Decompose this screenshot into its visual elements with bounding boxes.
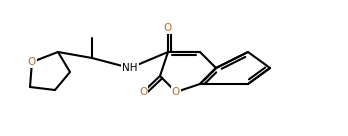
Text: O: O	[172, 87, 180, 97]
Text: O: O	[164, 23, 172, 33]
Text: O: O	[139, 87, 147, 97]
Text: O: O	[28, 57, 36, 67]
Text: NH: NH	[122, 63, 138, 73]
